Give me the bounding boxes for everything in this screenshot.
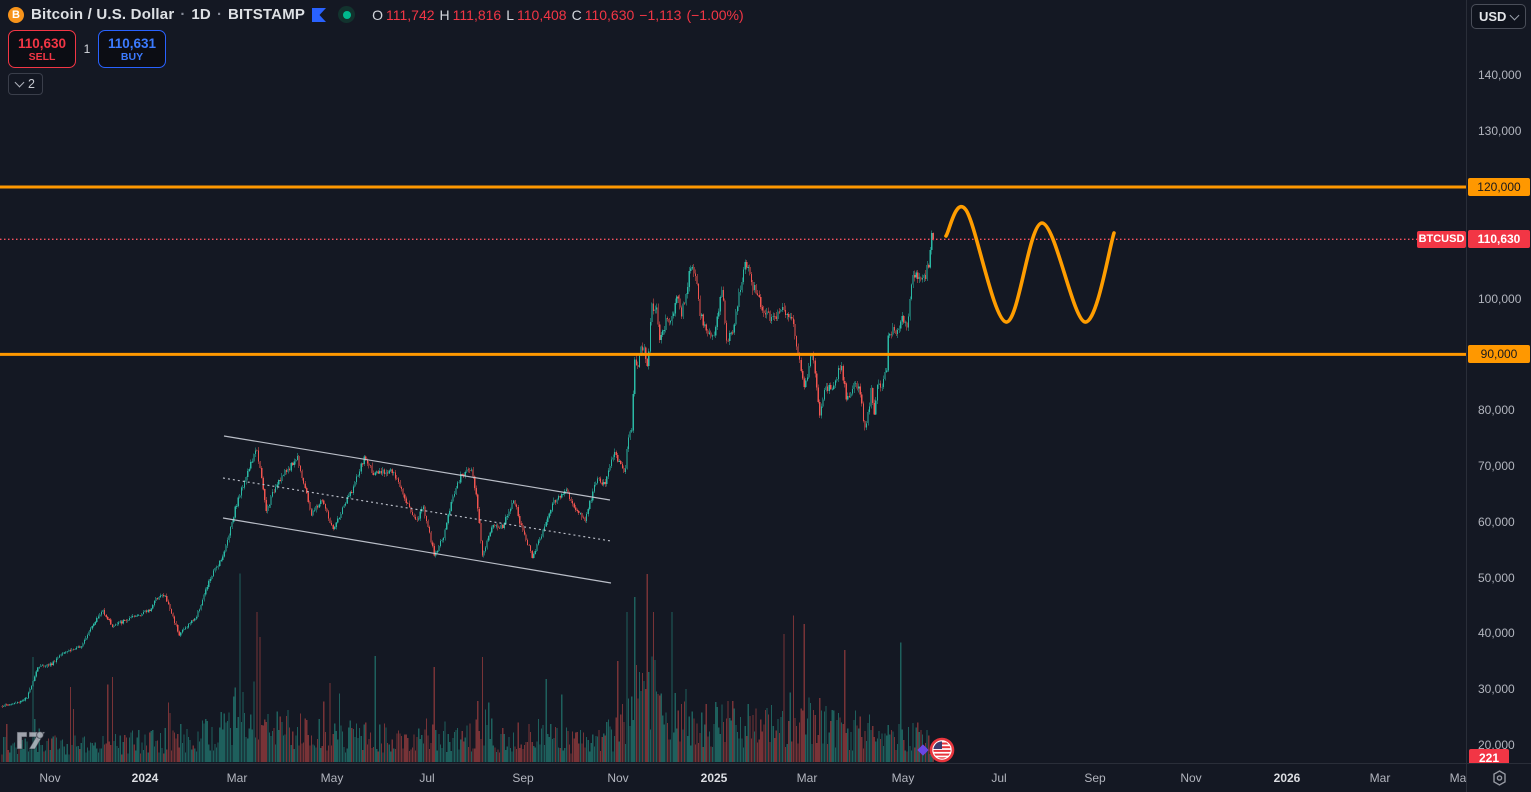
level-price-label: 90,000 xyxy=(1468,345,1530,364)
buy-price: 110,631 xyxy=(107,35,157,51)
interval-label[interactable]: 1D xyxy=(191,6,211,23)
price-tick-label: 130,000 xyxy=(1478,124,1522,139)
time-tick-label: May xyxy=(891,771,915,785)
open-key: O xyxy=(372,6,384,23)
change-percent: (−1.00%) xyxy=(686,6,744,23)
time-tick-label: 2026 xyxy=(1273,771,1301,785)
gear-icon[interactable] xyxy=(1490,769,1509,788)
title-separator: · xyxy=(216,6,222,23)
time-tick-label: Jul xyxy=(991,771,1007,785)
low-value: 110,408 xyxy=(517,6,567,23)
sell-price: 110,630 xyxy=(17,35,67,51)
axis-settings-corner[interactable] xyxy=(1466,763,1531,792)
time-tick-label: Mar xyxy=(796,771,818,785)
buy-button[interactable]: 110,631 BUY xyxy=(98,30,166,68)
price-tick-label: 140,000 xyxy=(1478,68,1522,83)
currency-selected: USD xyxy=(1479,9,1507,24)
high-value: 111,816 xyxy=(452,6,502,23)
ohlc-values: O 111,742 H 111,816 L 110,408 C 110,630 −1,1… xyxy=(372,7,744,23)
low-key: L xyxy=(506,6,514,23)
price-axis[interactable]: USD 140,000 130,000 100,000 80,000 70,000 60,… xyxy=(1466,0,1531,767)
time-tick-label: Jul xyxy=(419,771,435,785)
time-tick-label: Mar xyxy=(1369,771,1391,785)
exchange-label[interactable]: BITSTAMP xyxy=(227,6,306,23)
buy-label: BUY xyxy=(120,50,144,63)
close-key: C xyxy=(571,6,582,23)
time-tick-label: Ma xyxy=(1449,771,1466,785)
time-tick-label: Sep xyxy=(1084,771,1106,785)
price-tick-label: 20,000 xyxy=(1478,738,1515,752)
time-tick-label: Nov xyxy=(607,771,629,785)
time-tick-label: May xyxy=(320,771,344,785)
time-axis[interactable]: Nov 2024 Mar May Jul Sep Nov 2025 Mar May Jul Sep No… xyxy=(0,763,1466,792)
close-value: 110,630 xyxy=(584,6,635,23)
us-holiday-marker[interactable] xyxy=(916,735,960,767)
bitcoin-logo-icon: B xyxy=(8,6,24,23)
tradingview-logo[interactable] xyxy=(14,724,54,759)
sell-label: SELL xyxy=(28,50,56,63)
high-key: H xyxy=(439,6,450,23)
time-tick-label: Nov xyxy=(39,771,61,785)
change-value: −1,113 xyxy=(639,6,682,23)
price-tick-label: 70,000 xyxy=(1478,459,1515,473)
collapse-count: 2 xyxy=(28,77,35,91)
flag-icon[interactable] xyxy=(312,7,327,22)
time-tick-label: 2025 xyxy=(700,771,728,785)
price-chart-canvas[interactable] xyxy=(0,0,1466,763)
price-tick-label: 50,000 xyxy=(1478,570,1515,585)
chevron-down-icon xyxy=(1509,10,1520,21)
level-price-label: 120,000 xyxy=(1468,178,1530,196)
time-tick-label: 2024 xyxy=(131,771,159,785)
time-tick-label: Nov xyxy=(1180,771,1202,785)
open-value: 111,742 xyxy=(386,6,435,23)
time-tick-label: Sep xyxy=(512,771,534,785)
trade-panel: 110,630 SELL 1 110,631 BUY xyxy=(8,30,166,68)
price-tick-label: 100,000 xyxy=(1478,291,1522,306)
symbol-legend[interactable]: B Bitcoin / U.S. Dollar · 1D · BITSTAMP … xyxy=(8,6,744,23)
chevron-down-icon xyxy=(14,77,25,88)
market-status-icon[interactable] xyxy=(338,6,356,23)
price-tick-label: 80,000 xyxy=(1478,403,1515,418)
price-tick-label: 30,000 xyxy=(1478,682,1515,697)
spread-value: 1 xyxy=(83,42,91,56)
price-tick-label: 60,000 xyxy=(1478,514,1515,529)
symbol-title[interactable]: Bitcoin / U.S. Dollar xyxy=(31,6,175,23)
object-tree-collapse-button[interactable]: 2 xyxy=(8,73,43,95)
symbol-price-flag[interactable]: BTCUSD xyxy=(1417,231,1466,248)
time-tick-label: Mar xyxy=(226,771,248,785)
volume-value-label: 221 xyxy=(1469,749,1509,767)
current-price-label: 110,630 xyxy=(1468,230,1530,249)
title-separator: · xyxy=(180,6,186,23)
sell-button[interactable]: 110,630 SELL xyxy=(8,30,76,68)
currency-dropdown[interactable]: USD xyxy=(1471,4,1526,29)
price-tick-label: 40,000 xyxy=(1478,626,1515,641)
